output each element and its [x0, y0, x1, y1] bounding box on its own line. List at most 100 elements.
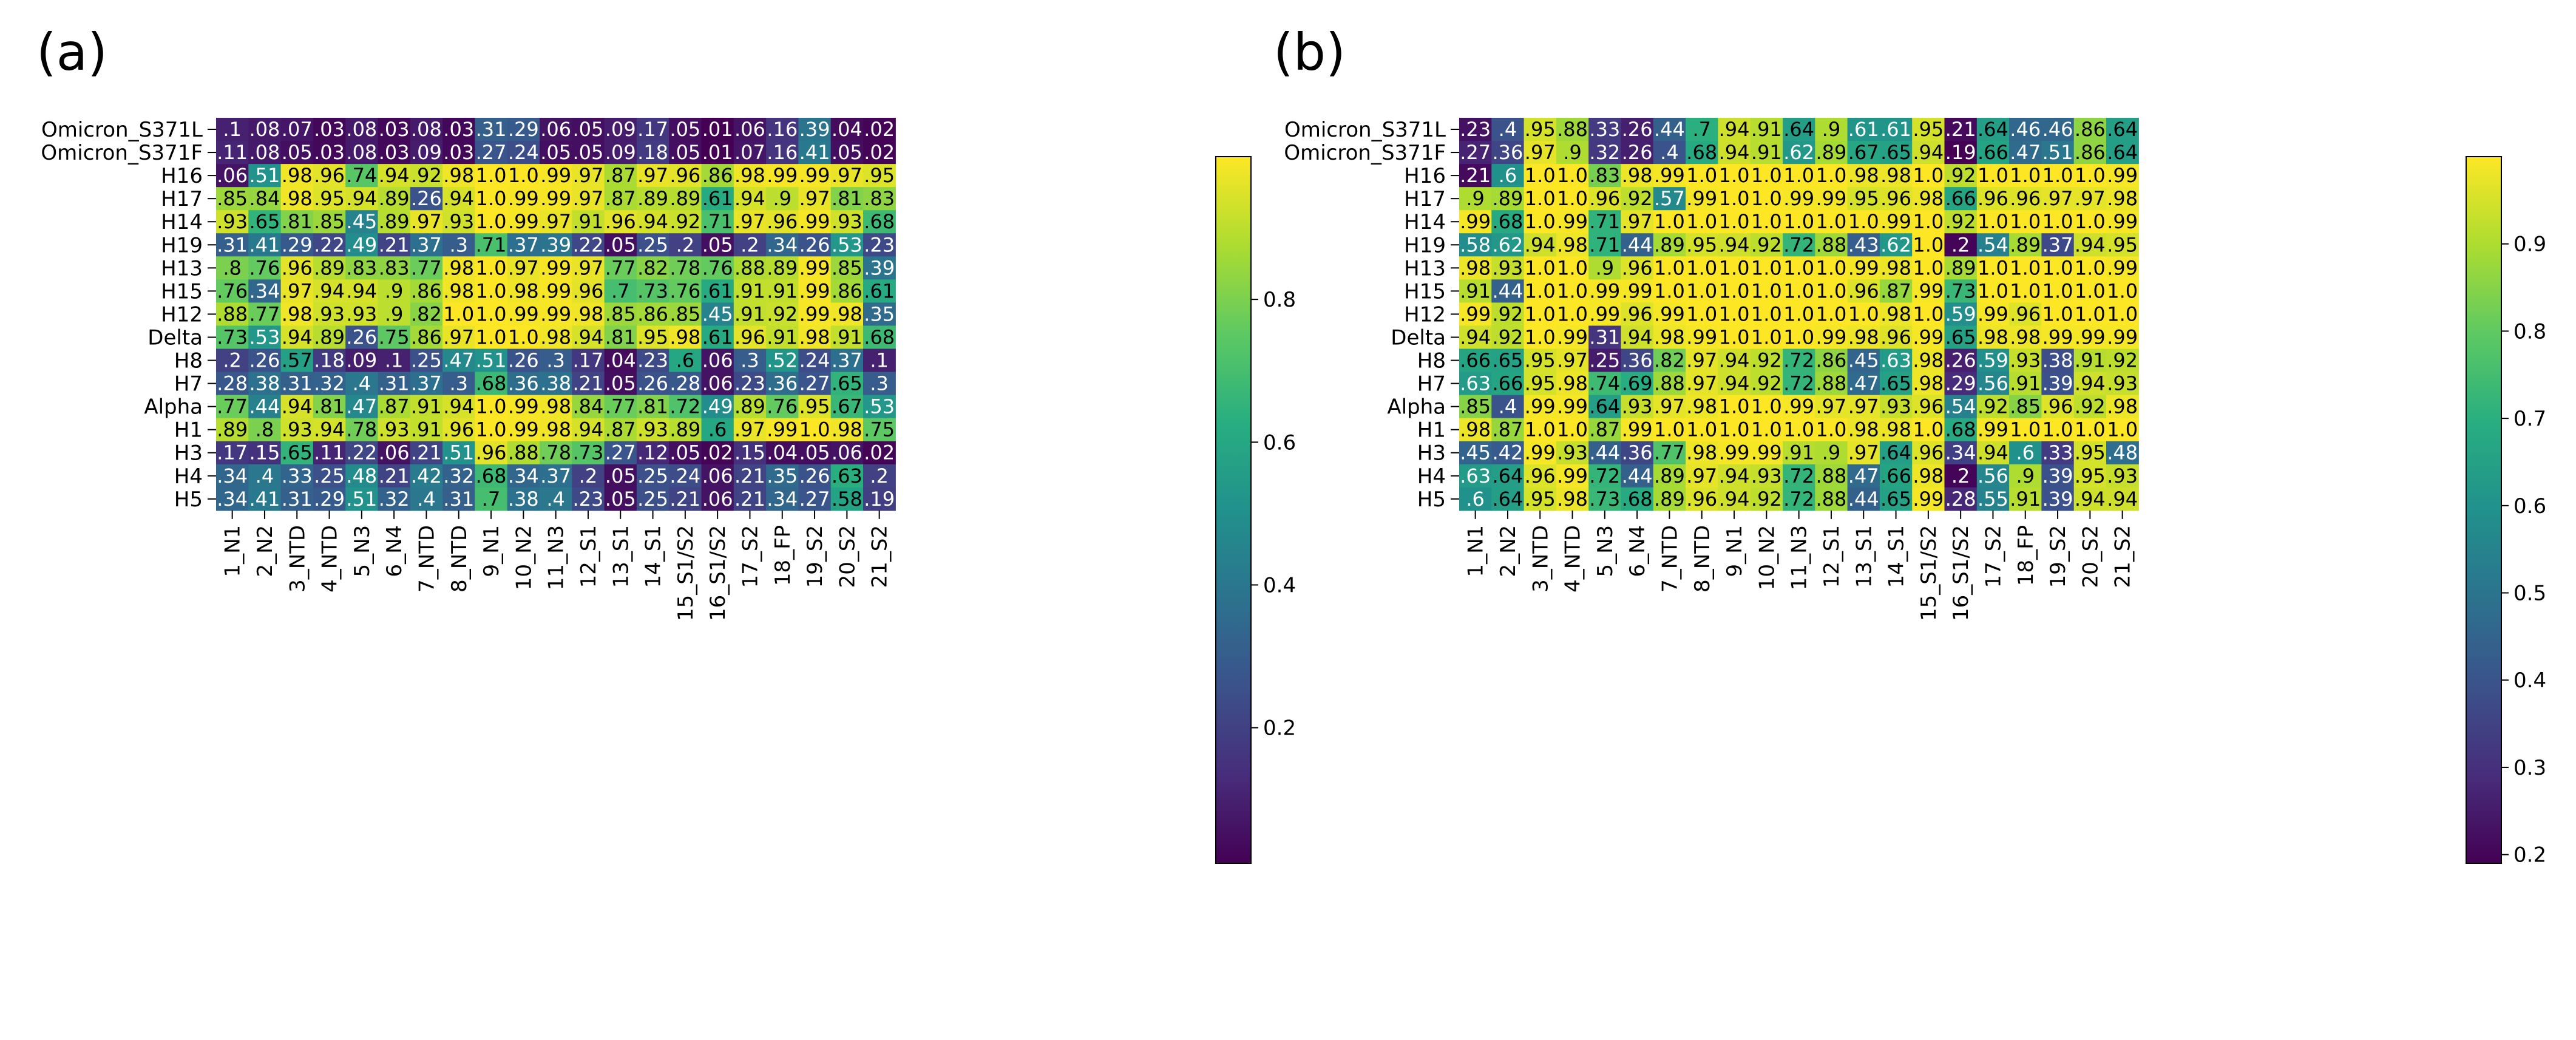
cell-value-label: .96: [2042, 395, 2073, 418]
heatmap-cell: [248, 233, 282, 257]
cell-value-label: .6: [708, 418, 727, 441]
heatmap-cell: [798, 441, 832, 465]
cell-value-label: .68: [476, 372, 507, 395]
cell-value-label: .24: [508, 141, 539, 164]
heatmap-cell: [248, 395, 282, 419]
cell-value-label: .91: [832, 325, 863, 348]
cell-value-label: .38: [2042, 349, 2073, 372]
cell-value-label: .05: [573, 141, 604, 164]
cell-value-label: .99: [1880, 210, 1911, 233]
cell-value-label: .98: [1913, 187, 1944, 210]
heatmap-cell: [2009, 187, 2042, 211]
cell-value-label: .47: [346, 395, 377, 418]
heatmap-cell: [636, 279, 669, 303]
heatmap-cell: [1718, 118, 1751, 141]
heatmap-cell: [540, 210, 572, 234]
cell-value-label: .39: [864, 256, 895, 279]
heatmap-cell: [378, 118, 411, 141]
column-label: 1_N1: [1464, 525, 1488, 577]
heatmap-cell: [830, 187, 864, 211]
heatmap-cell: [540, 348, 572, 373]
cell-value-label: .92: [2075, 395, 2106, 418]
cell-value-label: 1.0: [1557, 302, 1588, 325]
cell-value-label: .88: [1816, 372, 1847, 395]
cell-value-label: .98: [1913, 372, 1944, 395]
cell-value-label: .01: [702, 141, 733, 164]
heatmap-cell: [216, 302, 249, 327]
heatmap-cell: [766, 395, 799, 419]
cell-value-label: .37: [508, 233, 539, 256]
heatmap-cell: [766, 279, 799, 303]
cell-value-label: .42: [411, 464, 442, 488]
cell-value-label: .99: [540, 279, 571, 302]
heatmap-cell: [604, 141, 637, 165]
cell-value-label: .94: [637, 210, 668, 233]
cell-value-label: .94: [2107, 488, 2138, 511]
heatmap-cell: [636, 395, 669, 419]
heatmap-cell: [248, 348, 282, 373]
cell-value-label: .89: [379, 187, 410, 210]
cell-value-label: .9: [1596, 256, 1615, 279]
heatmap-cell: [572, 325, 605, 350]
heatmap-cell: [1783, 164, 1815, 188]
heatmap-cell: [830, 348, 864, 373]
column-label: 21_S2: [2111, 525, 2135, 588]
cell-value-label: 1.0: [476, 418, 507, 441]
cell-value-label: .96: [1622, 302, 1653, 325]
heatmap-cell: [733, 372, 767, 396]
cell-value-label: .2: [1951, 233, 1970, 256]
cell-value-label: .92: [1978, 395, 2008, 418]
cell-value-label: .85: [832, 256, 863, 279]
heatmap-cell: [345, 348, 379, 373]
cell-value-label: 1.0: [2075, 279, 2106, 302]
heatmap-cell: [1976, 164, 2010, 188]
heatmap-cell: [701, 372, 734, 396]
cell-value-label: .97: [1525, 141, 1556, 164]
cell-value-label: .63: [1460, 464, 1491, 488]
cell-value-label: .95: [2075, 441, 2106, 464]
heatmap-cell: [636, 372, 669, 396]
cell-value-label: 1.0: [2075, 164, 2106, 187]
cell-value-label: .99: [1460, 302, 1491, 325]
heatmap-cell: [410, 187, 443, 211]
cell-value-label: 1.0: [1913, 418, 1944, 441]
cell-value-label: .99: [508, 418, 539, 441]
heatmap-cell: [1621, 141, 1654, 165]
heatmap-cell: [1491, 141, 1525, 165]
cell-value-label: .06: [702, 488, 733, 511]
cell-value-label: .68: [1686, 141, 1717, 164]
heatmap-cell: [313, 441, 346, 465]
heatmap-cell: [830, 441, 864, 465]
cell-value-label: .04: [832, 118, 863, 141]
heatmap-cell: [216, 164, 249, 188]
heatmap-cell: [1686, 187, 1718, 211]
heatmap-cell: [1783, 210, 1815, 234]
cell-value-label: .66: [1493, 372, 1524, 395]
row-label: H5: [174, 488, 203, 512]
cell-value-label: .45: [346, 210, 377, 233]
cell-value-label: .64: [1880, 441, 1911, 464]
cell-value-label: .86: [2075, 118, 2106, 141]
cell-value-label: 1.0: [1783, 279, 1814, 302]
cell-value-label: .97: [508, 256, 539, 279]
cell-value-label: .93: [2010, 349, 2041, 372]
cell-value-label: .89: [1654, 464, 1685, 488]
cell-value-label: .98: [1557, 372, 1588, 395]
cell-value-label: .72: [1783, 233, 1814, 256]
cell-value-label: .96: [476, 441, 507, 464]
column-label: 18_FP: [2014, 525, 2038, 586]
cell-value-label: 1.0: [1848, 210, 1879, 233]
row-label: H4: [174, 464, 203, 489]
heatmap-cell: [216, 256, 249, 280]
cell-value-label: .73: [637, 279, 668, 302]
cell-value-label: .98: [1880, 302, 1911, 325]
cell-value-label: .65: [1880, 141, 1911, 164]
cell-value-label: .97: [1622, 210, 1653, 233]
cell-value-label: .51: [476, 349, 507, 372]
cell-value-label: 1.0: [2075, 256, 2106, 279]
cell-value-label: .94: [1525, 233, 1556, 256]
cell-value-label: 1.0: [476, 210, 507, 233]
cell-value-label: .97: [443, 325, 474, 348]
heatmap-cell: [766, 325, 799, 350]
heatmap-cell: [378, 187, 411, 211]
